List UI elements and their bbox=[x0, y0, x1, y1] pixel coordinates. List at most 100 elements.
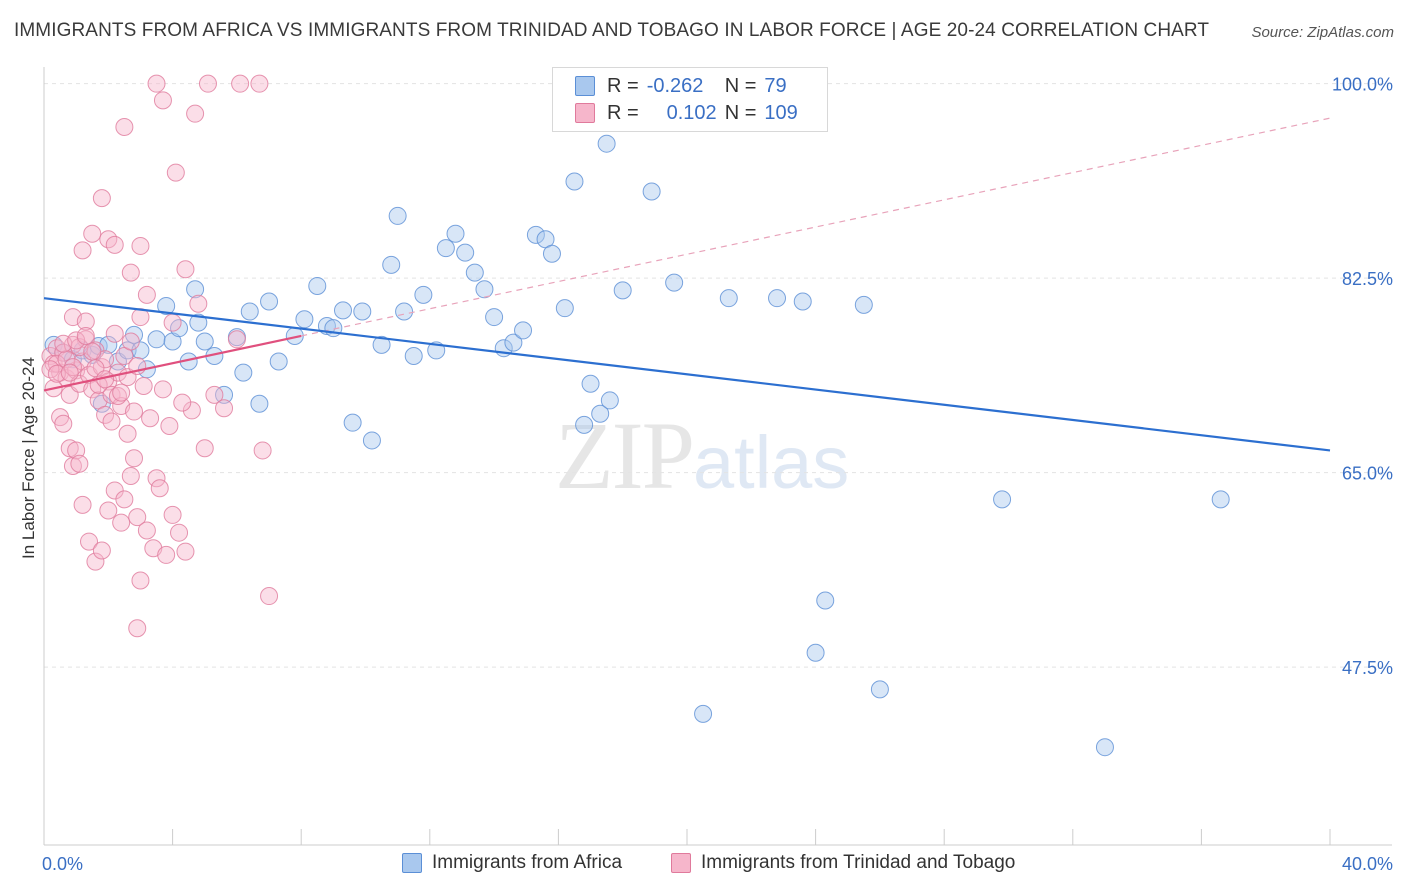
point-africa bbox=[793, 292, 812, 311]
point-africa bbox=[600, 391, 619, 410]
series-legend: Immigrants from Africa Immigrants from T… bbox=[0, 852, 1406, 878]
point-africa bbox=[555, 299, 574, 318]
point-trinidad bbox=[115, 118, 134, 137]
point-trinidad bbox=[173, 393, 192, 412]
point-trinidad bbox=[137, 521, 156, 540]
legend-swatch-africa bbox=[575, 76, 595, 96]
point-trinidad bbox=[121, 467, 140, 486]
point-africa bbox=[240, 302, 259, 321]
point-africa bbox=[44, 335, 63, 354]
point-africa bbox=[446, 224, 465, 243]
point-africa bbox=[719, 289, 738, 308]
point-africa bbox=[404, 346, 423, 365]
point-africa bbox=[395, 302, 414, 321]
point-africa bbox=[665, 273, 684, 292]
point-africa bbox=[816, 591, 835, 610]
legend-row-africa: R = -0.262 N = 79 bbox=[575, 74, 787, 98]
point-africa bbox=[854, 295, 873, 314]
point-trinidad bbox=[112, 383, 131, 402]
point-trinidad bbox=[153, 91, 172, 110]
legend-swatch-trinidad bbox=[575, 103, 595, 123]
y-tick-label: 100.0% bbox=[1332, 75, 1393, 95]
point-africa bbox=[456, 243, 475, 262]
legend-africa-n-label: N = bbox=[724, 74, 757, 97]
point-trinidad bbox=[205, 385, 224, 404]
chart-title: IMMIGRANTS FROM AFRICA VS IMMIGRANTS FRO… bbox=[14, 20, 1210, 41]
point-trinidad bbox=[231, 74, 250, 93]
y-axis-label: In Labor Force | Age 20-24 bbox=[19, 357, 38, 559]
point-africa bbox=[195, 332, 214, 351]
point-trinidad bbox=[73, 241, 92, 260]
point-trinidad bbox=[112, 513, 131, 532]
point-africa bbox=[308, 276, 327, 295]
legend-trinidad-r-label: R = bbox=[607, 101, 639, 124]
point-trinidad bbox=[253, 441, 272, 460]
legend-trinidad-n-value: 109 bbox=[764, 101, 798, 124]
point-africa bbox=[642, 182, 661, 201]
point-africa bbox=[147, 330, 166, 349]
point-africa bbox=[1211, 490, 1230, 509]
point-africa bbox=[414, 285, 433, 304]
point-trinidad bbox=[105, 324, 124, 343]
point-trinidad bbox=[54, 414, 73, 433]
point-trinidad bbox=[166, 163, 185, 182]
point-trinidad bbox=[128, 508, 147, 527]
point-africa bbox=[768, 289, 787, 308]
point-trinidad bbox=[115, 490, 134, 509]
point-africa bbox=[436, 239, 455, 258]
point-trinidad bbox=[147, 469, 166, 488]
point-trinidad bbox=[83, 224, 102, 243]
point-africa bbox=[542, 244, 561, 263]
point-africa bbox=[475, 280, 494, 299]
x-tick-label-max: 40.0% bbox=[1342, 854, 1393, 874]
point-trinidad bbox=[92, 541, 111, 560]
point-trinidad bbox=[125, 402, 144, 421]
point-trinidad bbox=[134, 376, 153, 395]
point-africa bbox=[343, 413, 362, 432]
point-trinidad bbox=[176, 260, 195, 279]
point-africa bbox=[234, 363, 253, 382]
point-africa bbox=[333, 301, 352, 320]
point-trinidad bbox=[96, 405, 115, 424]
point-trinidad bbox=[108, 386, 127, 405]
point-trinidad bbox=[92, 189, 111, 208]
point-trinidad bbox=[189, 294, 208, 313]
legend-trinidad-r-value: 0.102 bbox=[666, 101, 717, 124]
point-trinidad bbox=[105, 235, 124, 254]
point-trinidad bbox=[118, 424, 137, 443]
point-trinidad bbox=[131, 236, 150, 255]
point-africa bbox=[485, 308, 504, 327]
point-trinidad bbox=[76, 326, 95, 345]
point-trinidad bbox=[186, 104, 205, 123]
point-trinidad bbox=[73, 495, 92, 514]
point-trinidad bbox=[102, 412, 121, 431]
point-africa bbox=[382, 255, 401, 274]
point-trinidad bbox=[80, 532, 99, 551]
x-tick-label-min: 0.0% bbox=[42, 854, 83, 874]
point-trinidad bbox=[99, 501, 118, 520]
point-africa bbox=[565, 172, 584, 191]
point-trinidad bbox=[125, 449, 144, 468]
legend-africa-r-value: -0.262 bbox=[646, 74, 704, 97]
point-africa bbox=[250, 394, 269, 413]
point-trinidad bbox=[137, 285, 156, 304]
point-africa bbox=[613, 281, 632, 300]
series-legend-africa: Immigrants from Africa bbox=[402, 852, 622, 874]
point-africa bbox=[372, 335, 391, 354]
point-trinidad bbox=[128, 619, 147, 638]
series-swatch-trinidad bbox=[671, 853, 691, 873]
point-africa bbox=[597, 134, 616, 153]
point-trinidad bbox=[160, 416, 179, 435]
point-trinidad bbox=[176, 542, 195, 561]
point-trinidad bbox=[260, 587, 279, 606]
point-trinidad bbox=[195, 439, 214, 458]
point-trinidad bbox=[86, 552, 105, 571]
point-trinidad bbox=[153, 380, 172, 399]
point-africa bbox=[591, 404, 610, 423]
point-trinidad bbox=[76, 312, 95, 331]
legend-africa-r-label: R = bbox=[607, 74, 639, 97]
point-trinidad bbox=[147, 74, 166, 93]
point-trinidad bbox=[250, 74, 269, 93]
source-label: Source: ZipAtlas.com bbox=[1251, 24, 1394, 41]
point-africa bbox=[694, 704, 713, 723]
